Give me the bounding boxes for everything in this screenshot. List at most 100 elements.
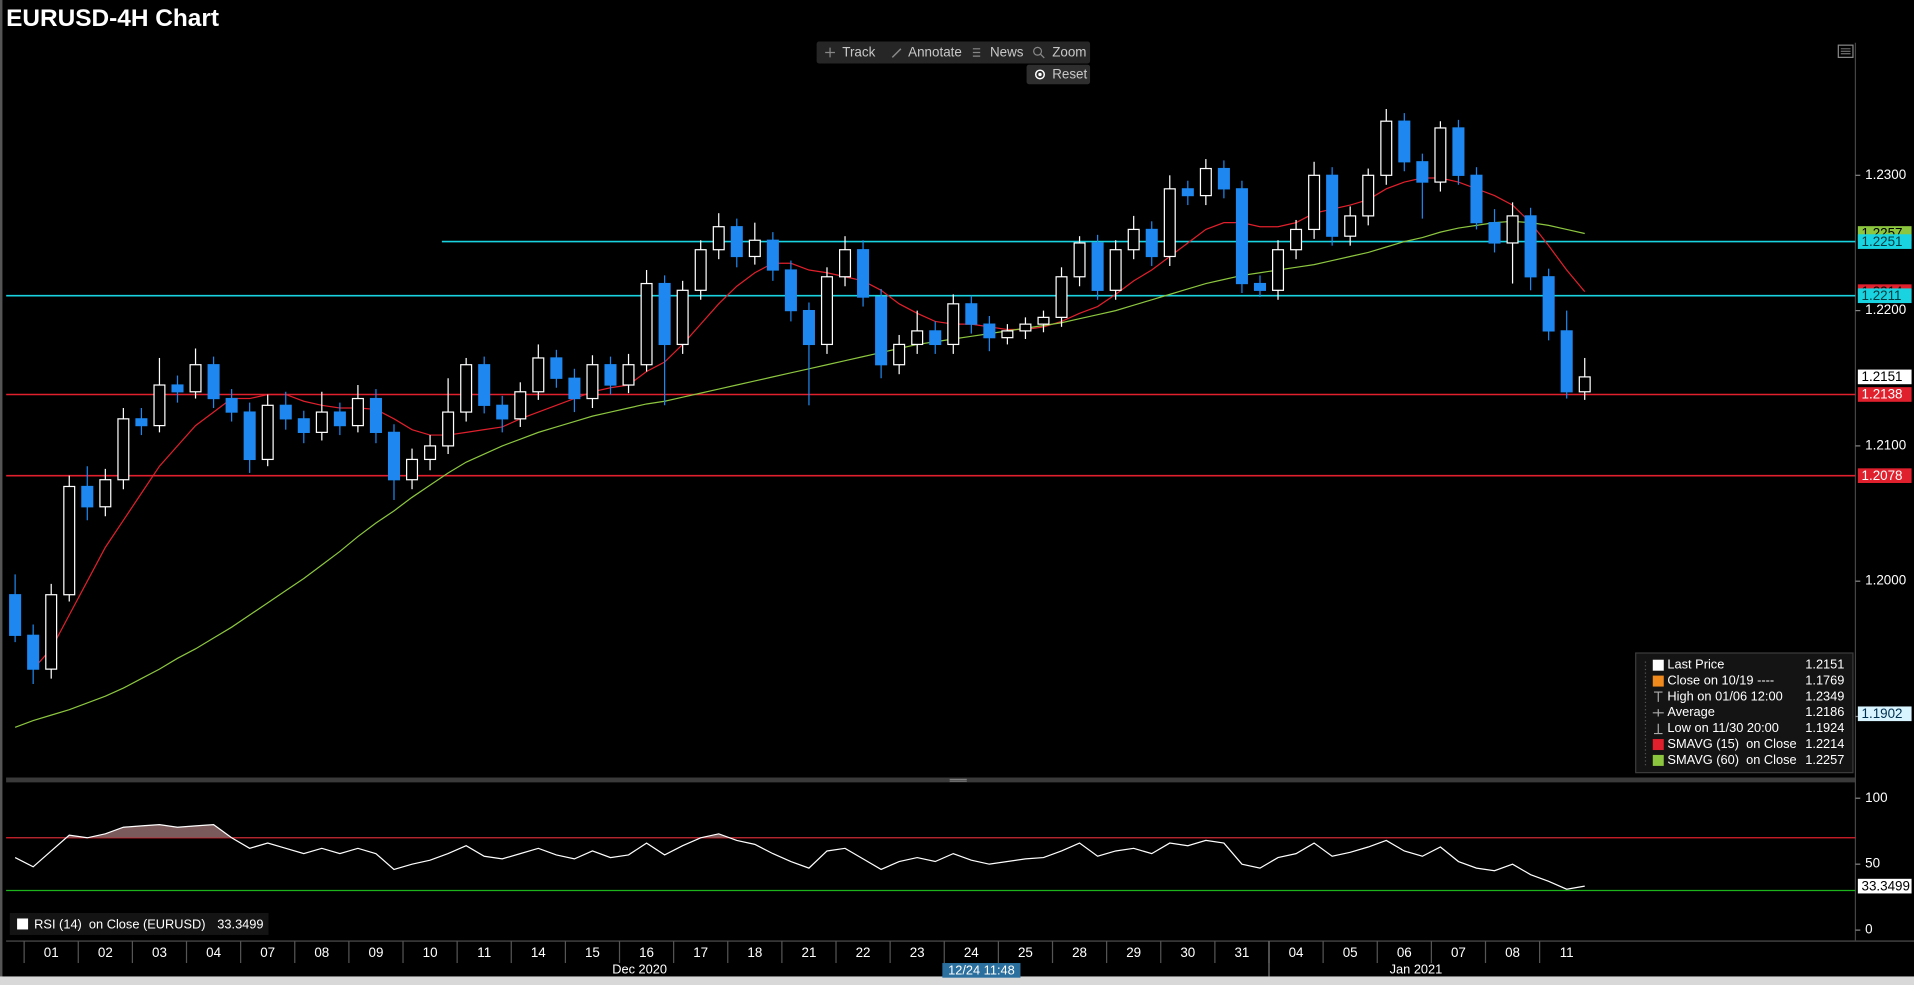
candle-body [189,364,202,393]
candle-body [1560,330,1573,393]
button-label: Annotate [908,45,962,60]
x-tick-label: 28 [1072,945,1087,960]
candle-body [1326,174,1339,237]
candle-body [965,303,978,325]
level-tag-bg [1857,288,1912,304]
annotate-button[interactable]: Annotate [891,45,962,60]
y-tick-label: 1.2000 [1865,573,1906,588]
last-price-tag-bg [1857,369,1912,385]
icon [1033,46,1043,56]
candle-body [875,296,888,366]
candle-body [1506,215,1519,244]
candle-body [333,411,346,427]
candle-body [640,282,653,366]
track-button[interactable]: Track [825,45,876,60]
candle-body [766,239,779,271]
button-label: Track [842,45,875,60]
level-tag: 1.2138 [1862,387,1903,402]
button-bg [1026,64,1091,85]
icon [1840,48,1851,55]
y-tick-label: 1.2100 [1865,437,1906,452]
panel-divider[interactable] [6,777,1856,783]
x-tick-label: 10 [423,945,438,960]
candle-body [99,479,112,508]
candle-body [1091,242,1104,291]
candle-body [857,249,870,298]
candle-body [802,309,815,346]
legend-value: 1.2257 [1805,752,1844,767]
candle-body [135,418,148,427]
candle-body [1199,167,1212,197]
price-plot [6,109,1856,728]
icon [1837,44,1854,58]
legend-swatch [17,918,29,930]
candle-body [1578,376,1591,393]
zoom-button[interactable]: Zoom [1033,45,1087,60]
candle-body [117,418,130,481]
crosshair-price-tag: 1.1902 [1862,706,1903,721]
candle-body [1362,174,1375,217]
candle-body [532,357,545,393]
legend-swatch [1652,739,1664,751]
candle-body [1145,228,1158,258]
x-tick-label: 16 [639,945,654,960]
candle-body [243,411,256,461]
candle-body [207,364,220,400]
x-tick-label: 04 [206,945,221,960]
candle-body [1217,167,1230,190]
candle-body [225,397,238,413]
candle-body [1235,188,1248,285]
candle-body [1109,249,1122,291]
candle-body [658,282,671,346]
axes: 1.19001.20001.21001.22001.23000501000102… [9,167,1912,978]
candle-body [1434,127,1447,183]
x-tick-label: 11 [477,945,491,960]
candle-body [1524,215,1537,278]
candle-body [369,397,382,433]
legend-icon [1652,675,1664,687]
candle-body [1271,249,1285,291]
icon [1035,69,1046,80]
candle-body [1542,276,1555,332]
legend-icon [1653,691,1663,702]
chart-title: EURUSD-4H Chart [6,5,219,32]
x-tick-label: 24 [964,945,979,960]
x-tick-label: 18 [747,945,762,960]
panel-menu[interactable] [1837,44,1854,58]
divider-handle [949,778,967,782]
candle-body [496,404,509,420]
x-group-label: Dec 2020 [612,962,667,977]
x-tick-label: 17 [693,945,708,960]
candle-body [1470,174,1483,224]
candle-body [81,485,94,508]
candle-body [568,377,581,400]
candle-body [1488,222,1501,244]
last-price-tag: 1.2151 [1862,369,1903,384]
candle-body [406,458,419,481]
x-tick-label: 08 [1505,945,1520,960]
x-tick-label: 06 [1397,945,1412,960]
legend: Last Price 1.2151 Close on 10/19 ---- 1.176… [1635,652,1854,774]
x-tick-label: 07 [260,945,275,960]
x-tick-label: 01 [44,945,59,960]
level-tag-bg [1857,234,1912,249]
legend-label: SMAVG (15) on Close [1667,736,1796,751]
reset-button[interactable]: Reset [1026,64,1091,85]
legend-label: SMAVG (60) on Close [1667,752,1796,767]
candle-body [1163,188,1176,258]
candle-body [586,364,599,400]
candle-body [351,397,364,427]
legend-swatch [1652,754,1664,766]
candle-body [929,330,942,346]
candle-body [1344,215,1357,237]
legend-value: 1.2214 [1805,736,1844,751]
level-tag-bg [1857,387,1912,402]
legend-icon [1653,723,1663,735]
news-button[interactable]: News [972,45,1024,60]
x-tick-label: 14 [531,945,546,960]
candle-body [514,391,527,420]
candle-body [1290,228,1303,251]
x-tick-label: 15 [585,945,600,960]
x-tick-label: 08 [314,945,329,960]
candle-body [442,411,455,447]
